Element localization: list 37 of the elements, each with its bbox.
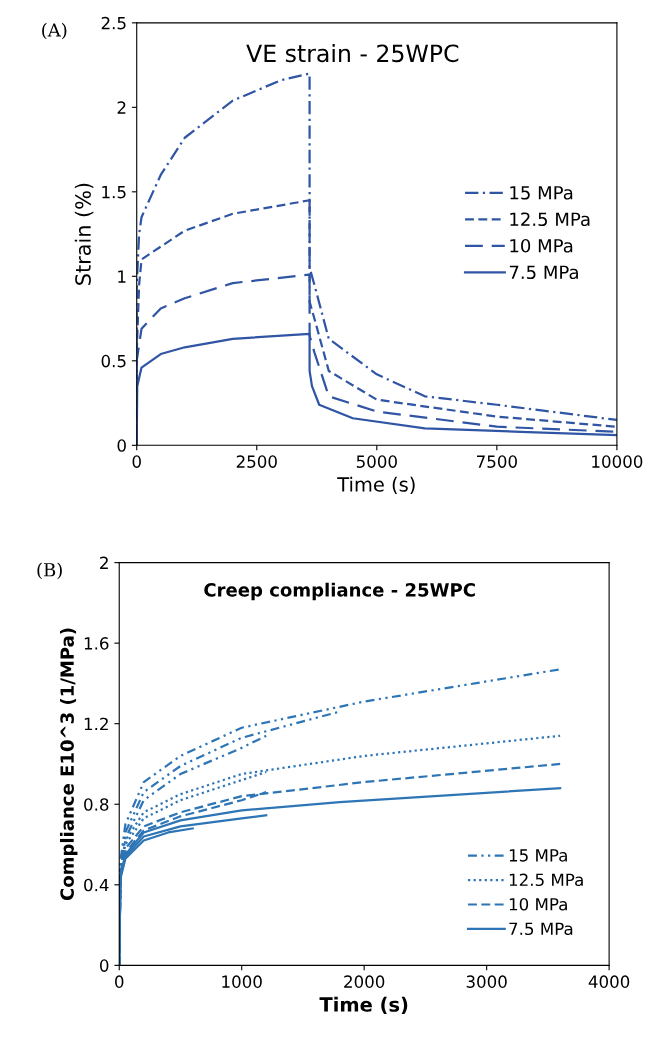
y-tick-label: 2.5 bbox=[101, 16, 126, 30]
legend-label: 12.5 MPa bbox=[509, 873, 583, 887]
legend-label: 7.5 MPa bbox=[509, 922, 573, 936]
text: (A) bbox=[42, 22, 67, 40]
y-tick-label: 2 bbox=[100, 556, 108, 569]
y-tick-label: 0.4 bbox=[84, 878, 109, 892]
y-tick-label: 0 bbox=[100, 959, 109, 972]
y-axis-title: Compliance E10^3 (1/MPa) bbox=[59, 628, 78, 901]
y-tick-label: 1.2 bbox=[84, 717, 108, 731]
legend-label: 15 MPa bbox=[509, 849, 567, 862]
x-axis-title: Time (s) bbox=[337, 476, 415, 495]
y-tick-label: 1 bbox=[118, 270, 126, 283]
x-tick-label: 0 bbox=[132, 455, 141, 468]
x-axis-title: Time (s) bbox=[319, 996, 408, 1015]
x-tick-label: 7500 bbox=[477, 455, 517, 468]
legend-label: 15 MPa bbox=[510, 186, 573, 200]
text: Creep compliance - 25WPC bbox=[204, 582, 475, 601]
legend-label: 10 MPa bbox=[510, 238, 573, 253]
x-tick-label: 2500 bbox=[236, 455, 277, 468]
legend-label: 12.5 MPa bbox=[510, 212, 590, 227]
y-axis-title: Strain (%) bbox=[74, 183, 94, 285]
y-tick-label: 1.5 bbox=[102, 186, 126, 199]
y-tick-label: 2 bbox=[117, 101, 126, 114]
x-tick-label: 5000 bbox=[356, 455, 397, 468]
x-tick-label: 10000 bbox=[592, 455, 643, 468]
y-tick-label: 0 bbox=[117, 439, 126, 452]
y-tick-label: 0.8 bbox=[84, 798, 109, 811]
y-tick-label: 1.6 bbox=[84, 637, 109, 650]
legend-label: 10 MPa bbox=[509, 897, 567, 911]
x-tick-label: 3000 bbox=[466, 975, 507, 988]
text: VE strain - 25WPC bbox=[246, 43, 459, 63]
text: (B) bbox=[37, 562, 62, 580]
y-tick-label: 0.5 bbox=[101, 354, 126, 368]
x-tick-label: 1000 bbox=[222, 975, 262, 988]
x-tick-label: 2000 bbox=[344, 975, 385, 988]
legend-label: 7.5 MPa bbox=[509, 265, 578, 280]
x-tick-label: 4000 bbox=[588, 975, 630, 988]
